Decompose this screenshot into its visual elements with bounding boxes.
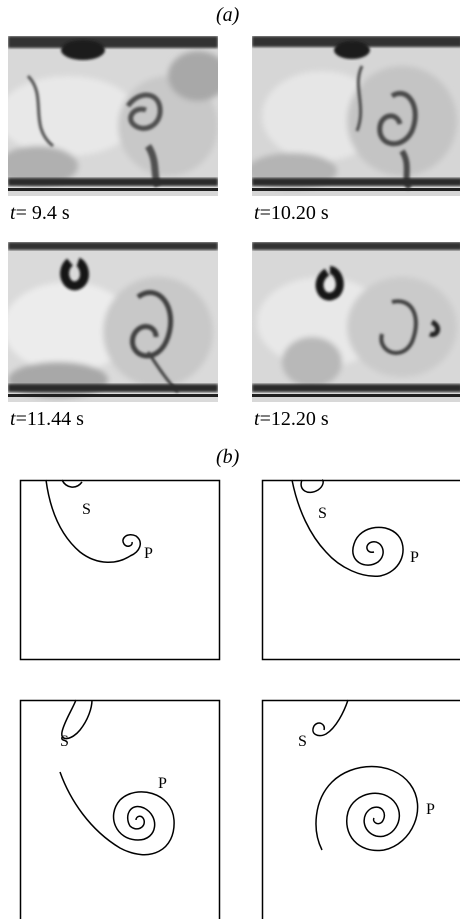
sketch-frame <box>19 699 221 919</box>
vortex-sketch-2: S P <box>261 479 460 661</box>
flow-photo-4 <box>252 242 460 402</box>
p-point-label: P <box>426 801 435 818</box>
flow-photo-1 <box>8 36 218 196</box>
flow-photo-3 <box>8 242 218 402</box>
s-point-label: S <box>298 733 307 750</box>
photo-1-caption: t= 9.4 s <box>10 202 70 224</box>
photo-2-caption: t=10.20 s <box>254 202 329 224</box>
sketch-frame <box>261 479 460 661</box>
part-b-label: (b) <box>216 446 240 468</box>
photo-4-caption: t=12.20 s <box>254 408 329 430</box>
part-a-label: (a) <box>216 4 240 26</box>
photo-3-caption: t=11.44 s <box>10 408 84 430</box>
p-point-label: P <box>410 549 419 566</box>
sketch-frame <box>19 479 221 661</box>
p-point-label: P <box>158 775 167 792</box>
sketch-frame <box>261 699 460 919</box>
s-point-label: S <box>60 733 69 750</box>
vortex-sketch-4: S P <box>261 699 460 920</box>
s-point-label: S <box>318 505 327 522</box>
vortex-sketch-1: S P <box>19 479 221 661</box>
vortex-sketch-3: S P <box>19 699 221 920</box>
s-point-label: S <box>82 501 91 518</box>
p-point-label: P <box>144 545 153 562</box>
flow-photo-2 <box>252 36 460 196</box>
